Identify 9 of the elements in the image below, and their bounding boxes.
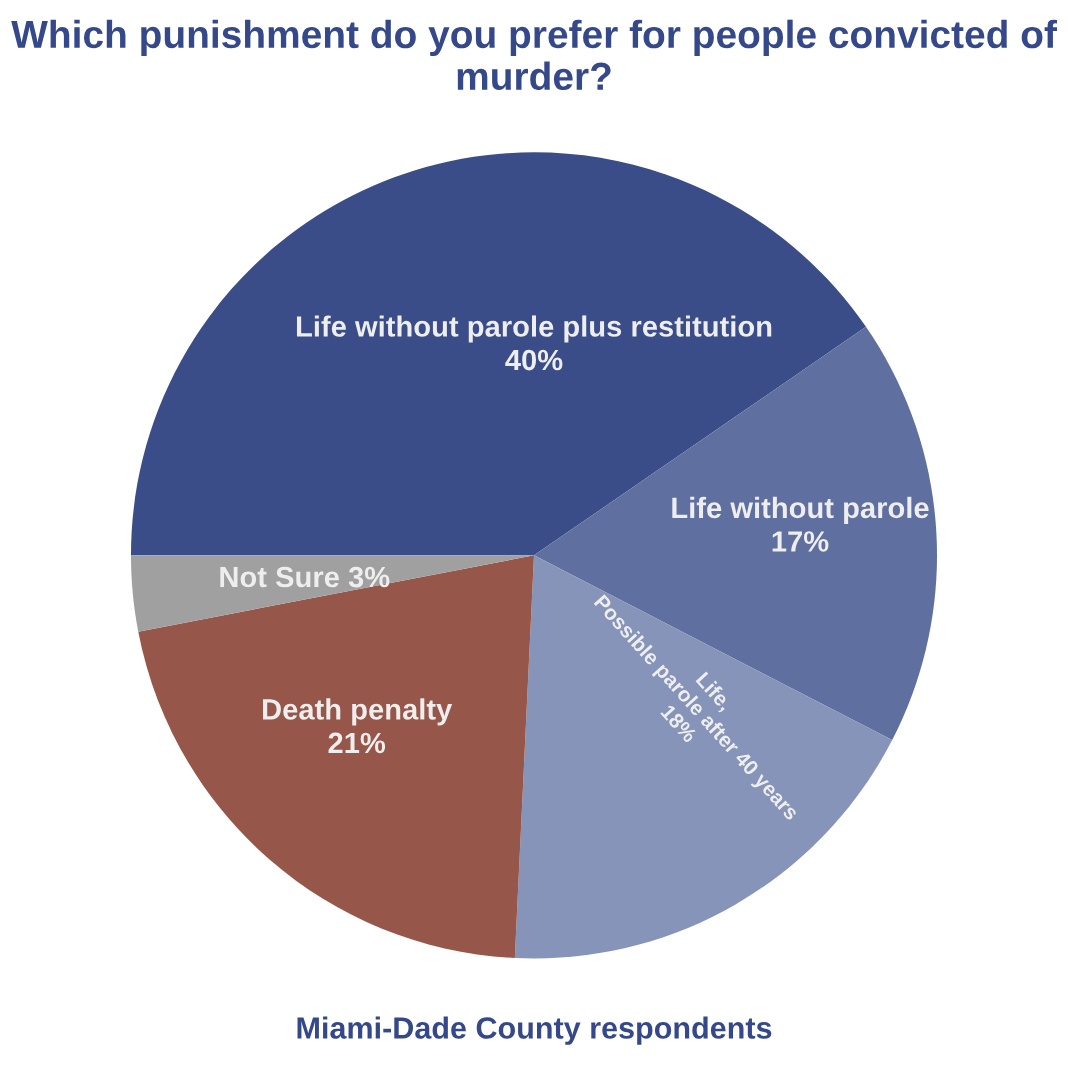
slice-label: Not Sure 3%	[220, 566, 390, 588]
text: Miami-Dade County respondents	[297, 1016, 772, 1045]
slice-label: Life without parole	[672, 496, 929, 524]
slice-label: Death penalty	[263, 698, 453, 726]
data-label: 17%	[772, 531, 829, 552]
slice-label: Life without parole plus restitution	[296, 315, 772, 343]
data-label: 40%	[505, 349, 563, 371]
chart-title: Which punishment do you prefer for people convicted of murder?	[11, 19, 1057, 91]
data-label: 21%	[328, 732, 386, 754]
